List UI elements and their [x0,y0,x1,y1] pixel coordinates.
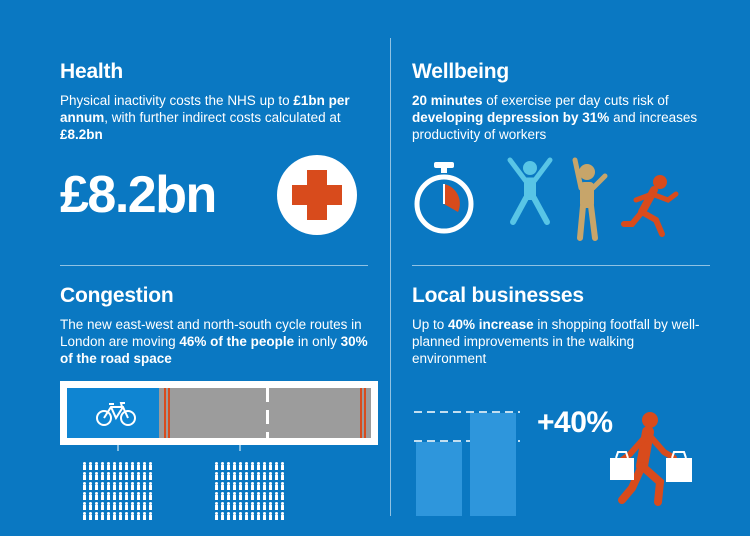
stretching-figure-icon [572,157,608,241]
people-group-icon [214,462,286,520]
bar-chart-icon [414,411,520,516]
increase-label: +40% [537,406,613,439]
wellbeing-description: 20 minutes of exercise per day cuts risk… [412,93,698,142]
local-businesses-title: Local businesses [412,284,584,307]
vertical-divider [390,38,391,516]
running-figure-icon [621,175,679,237]
horizontal-divider-left [60,265,368,266]
health-title: Health [60,60,123,83]
congestion-section: Congestion The new east-west and north-s… [60,284,370,367]
congestion-title: Congestion [60,284,174,307]
people-group-icon [82,462,154,520]
wellbeing-title: Wellbeing [412,60,509,83]
shopper-walking-icon [610,412,692,506]
health-amount: £8.2bn [60,166,217,224]
jumping-figure-icon [507,157,553,225]
red-cross-icon [277,155,357,235]
congestion-description: The new east-west and north-south cycle … [60,317,368,366]
local-businesses-description: Up to 40% increase in shopping footfall … [412,317,700,366]
stopwatch-icon [414,162,474,234]
bicycle-icon [96,402,136,426]
health-section: Health Physical inactivity costs the NHS… [60,60,360,143]
wellbeing-section: Wellbeing 20 minutes of exercise per day… [412,60,712,143]
horizontal-divider-right [412,265,710,266]
local-businesses-section: Local businesses Up to 40% increase in s… [412,284,712,367]
health-description: Physical inactivity costs the NHS up to … [60,93,350,142]
